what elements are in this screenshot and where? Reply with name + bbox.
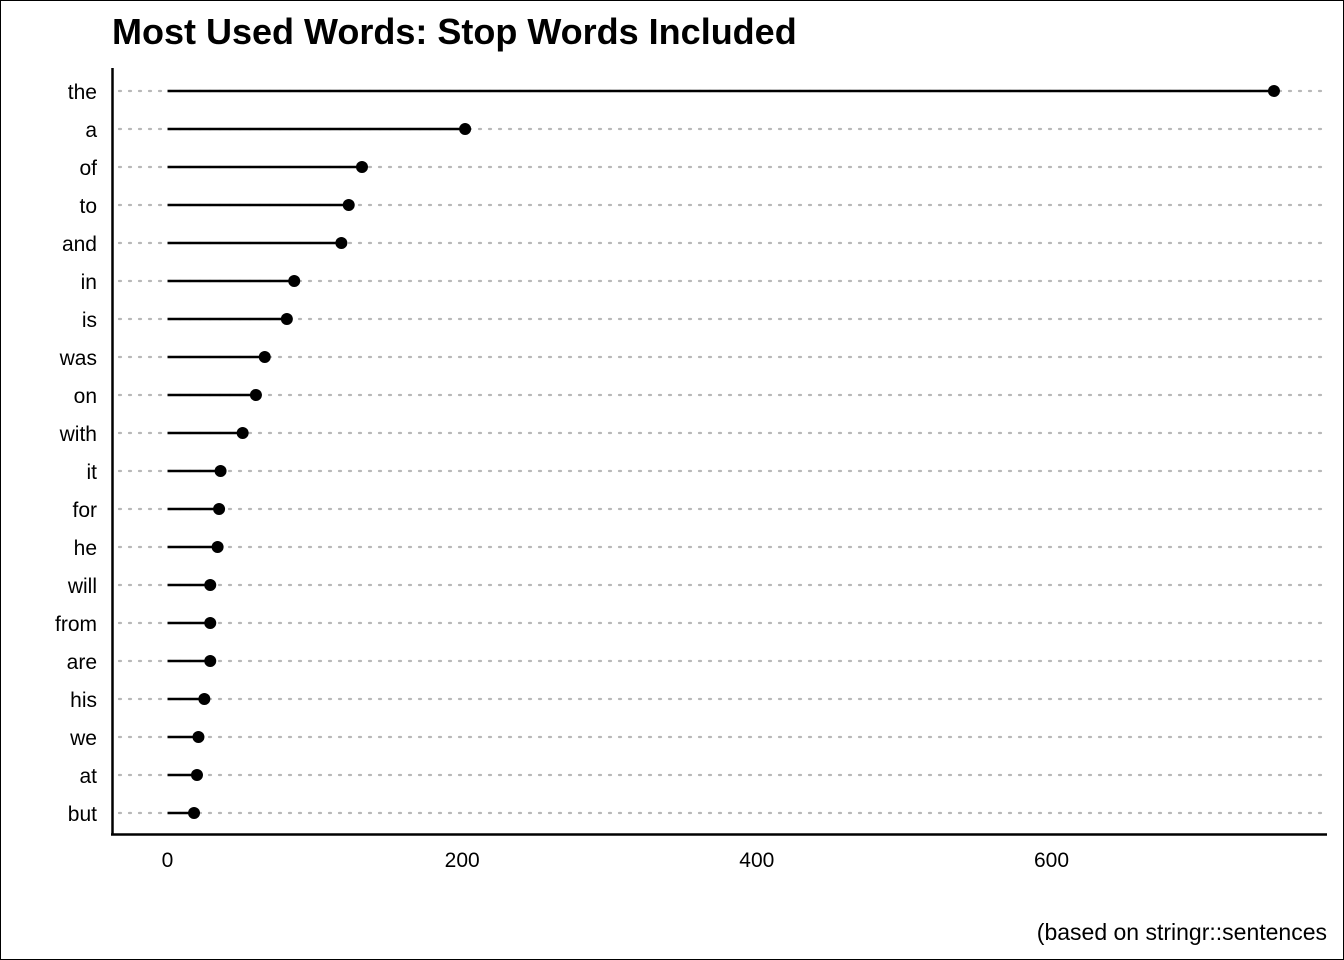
point-it: [214, 465, 227, 477]
point-the: [1267, 85, 1280, 97]
point-we: [192, 731, 205, 743]
stems-layer: [167, 89, 1274, 815]
point-to: [342, 199, 355, 211]
y-tick-label-from: from: [55, 613, 97, 636]
point-his: [198, 693, 211, 705]
point-are: [204, 655, 217, 667]
chart-caption: (based on stringr::sentences: [1037, 919, 1327, 945]
point-of: [355, 161, 368, 173]
y-tick-label-the: the: [68, 81, 97, 104]
y-tick-label-on: on: [74, 385, 97, 408]
y-tick-label-at: at: [79, 765, 97, 788]
x-tick-labels: 0 200 400 600: [162, 849, 1069, 872]
points-layer: [188, 85, 1280, 819]
point-from: [204, 617, 217, 629]
y-tick-labels: the a of to and in is was on with it for he will from a…: [55, 81, 97, 826]
y-tick-label-he: he: [74, 537, 97, 560]
y-tick-label-it: it: [87, 461, 98, 484]
x-tick-label-200: 200: [445, 849, 480, 872]
point-in: [288, 275, 301, 287]
point-and: [335, 237, 348, 249]
y-tick-label-of: of: [79, 157, 97, 180]
y-tick-label-for: for: [72, 499, 97, 522]
y-tick-label-will: will: [67, 575, 97, 598]
chart-title: Most Used Words: Stop Words Included: [112, 11, 797, 52]
y-tick-label-but: but: [68, 803, 97, 826]
x-tick-label-0: 0: [162, 849, 174, 872]
y-tick-label-a: a: [85, 119, 97, 142]
y-tick-label-in: in: [81, 271, 97, 294]
y-tick-label-his: his: [70, 689, 97, 712]
grid-layer: [117, 89, 1329, 815]
point-at: [190, 769, 203, 781]
point-will: [204, 579, 217, 591]
point-is: [280, 313, 293, 325]
y-tick-label-are: are: [67, 651, 97, 674]
x-tick-label-600: 600: [1034, 849, 1069, 872]
point-a: [459, 123, 472, 135]
point-with: [236, 427, 249, 439]
y-tick-label-we: we: [69, 727, 97, 750]
point-he: [211, 541, 224, 553]
x-tick-label-400: 400: [739, 849, 774, 872]
y-tick-label-and: and: [62, 233, 97, 256]
point-on: [249, 389, 262, 401]
y-tick-label-with: with: [59, 423, 97, 446]
y-tick-label-is: is: [82, 309, 97, 332]
point-was: [258, 351, 271, 363]
point-for: [213, 503, 226, 515]
point-but: [188, 807, 201, 819]
y-tick-label-was: was: [59, 347, 97, 370]
y-tick-label-to: to: [79, 195, 97, 218]
